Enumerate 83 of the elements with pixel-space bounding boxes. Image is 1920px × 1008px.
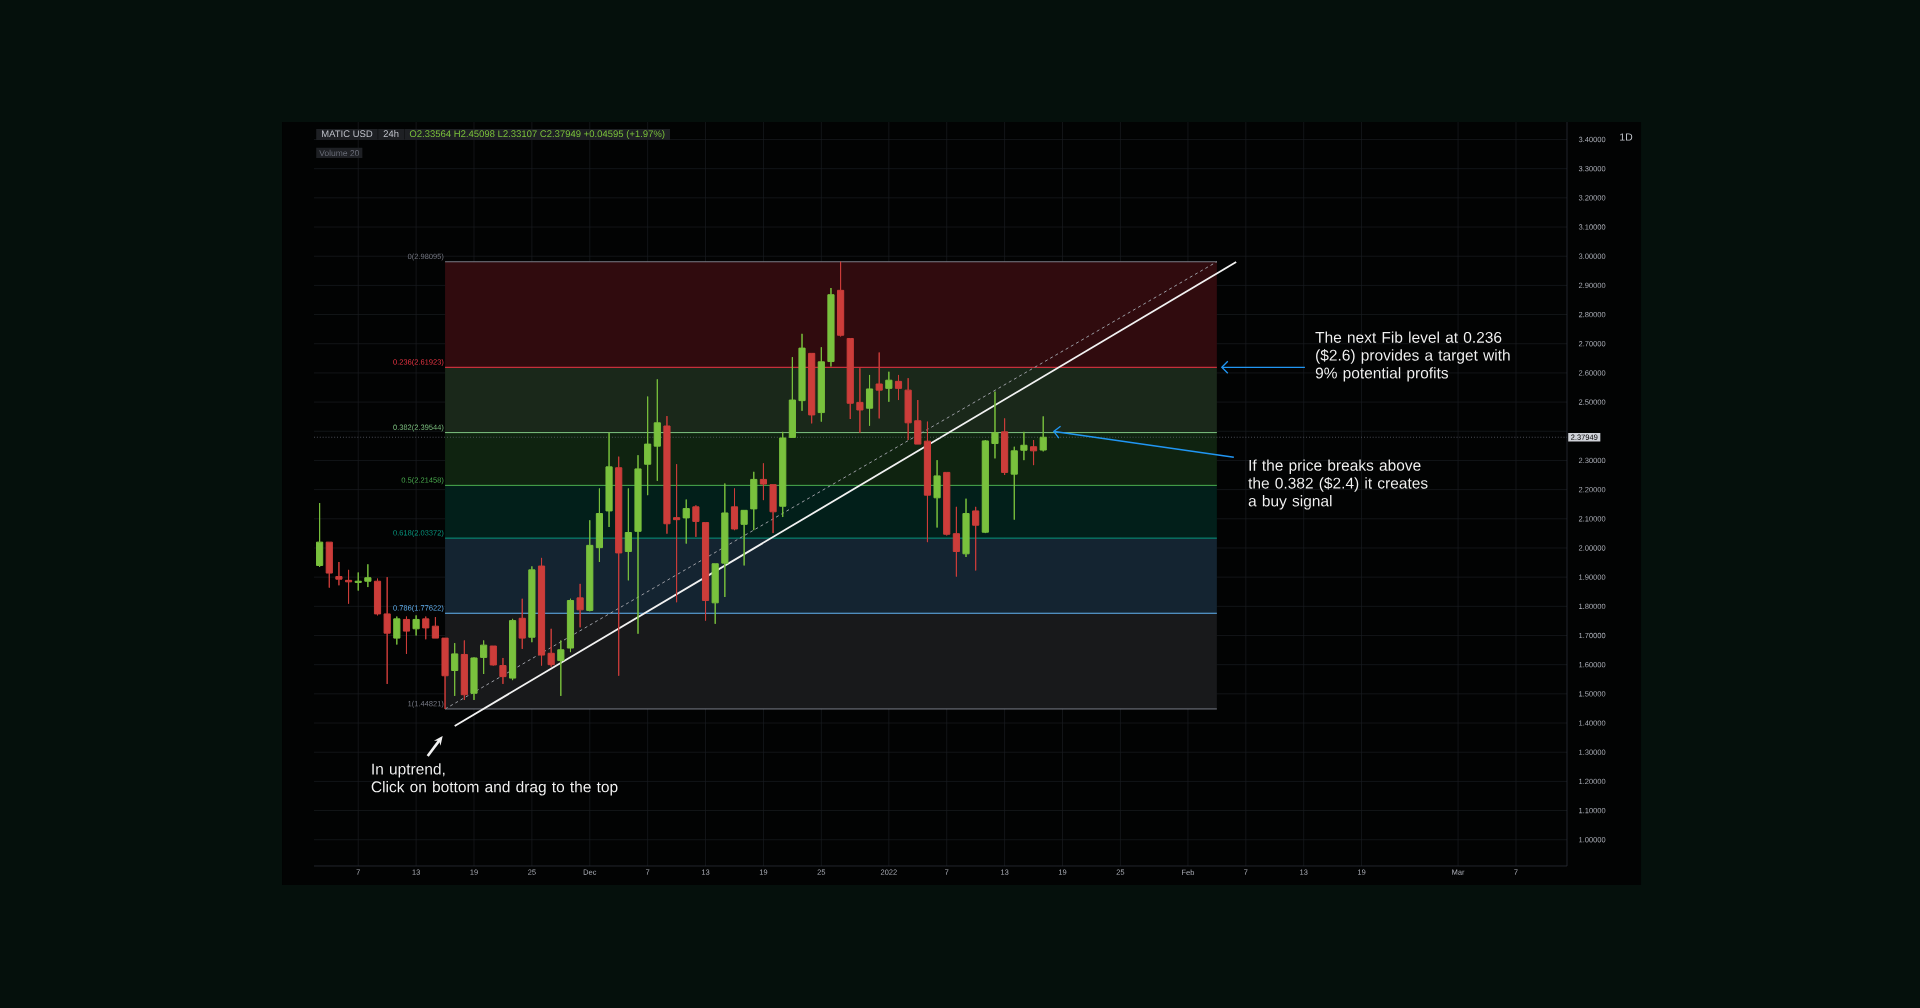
candlestick — [933, 459, 941, 529]
candlestick — [894, 374, 903, 401]
candlestick — [981, 439, 989, 534]
candlestick — [595, 487, 603, 563]
candlestick — [489, 645, 497, 667]
candlestick — [460, 639, 468, 701]
candlestick — [412, 614, 420, 636]
candlestick — [701, 522, 710, 622]
annotation: If the price breaks above the 0.382 ($2.4) it creates a buy signal — [1248, 459, 1428, 510]
candlestick — [923, 421, 932, 543]
candlestick — [759, 462, 768, 501]
annotation: O2.33564 H2.45098 L2.33107 C2.37949 +0.04595 (+1.97%) — [409, 130, 665, 139]
candlestick — [499, 657, 507, 685]
candlestick — [856, 367, 864, 434]
candlestick — [431, 616, 439, 639]
candlestick — [335, 561, 343, 586]
candlestick — [547, 628, 555, 668]
candlestick — [422, 616, 430, 640]
candlestick — [846, 337, 854, 420]
candlestick — [692, 504, 700, 538]
candlestick — [740, 509, 748, 566]
candlestick — [393, 616, 401, 646]
candlestick — [730, 487, 739, 531]
candlestick — [576, 583, 584, 628]
candlestick — [383, 576, 391, 685]
text: MATIC USD — [321, 130, 373, 138]
candlestick — [528, 565, 536, 643]
candlestick — [605, 432, 613, 528]
candlestick — [837, 261, 845, 337]
candlestick — [682, 499, 690, 545]
candlestick — [904, 377, 912, 441]
candlestick — [402, 616, 411, 655]
candlestick — [769, 484, 777, 534]
candlestick — [1039, 415, 1047, 452]
candlestick — [711, 563, 719, 625]
candlestick — [750, 471, 758, 531]
candlestick — [943, 471, 951, 536]
candlestick — [817, 346, 825, 423]
candlestick — [991, 391, 999, 459]
candlestick — [344, 569, 353, 605]
candlestick — [653, 378, 661, 482]
candlestick — [566, 598, 575, 653]
candlestick — [1029, 439, 1038, 466]
candlestick — [673, 463, 681, 603]
candlestick — [885, 371, 893, 403]
candlestick — [316, 502, 324, 568]
candlestick — [798, 333, 806, 412]
candlestick — [509, 618, 517, 681]
candlestick — [962, 498, 970, 558]
candlestick — [480, 639, 488, 675]
candlestick — [373, 578, 382, 616]
text: 24h — [383, 130, 399, 137]
candlestick — [914, 399, 922, 445]
candlestick — [827, 287, 835, 367]
candlestick — [779, 431, 787, 518]
candlestick — [451, 642, 459, 697]
text: 1D — [1620, 133, 1633, 141]
candlestick — [518, 598, 526, 650]
annotation: The next Fib level at 0.236 ($2.6) provides a target with 9% potential profits — [1315, 331, 1510, 382]
candlestick — [557, 639, 565, 697]
candlestick — [325, 541, 333, 589]
candlestick — [1010, 446, 1018, 521]
candlestick — [663, 415, 671, 535]
candlestick — [354, 571, 362, 592]
candlestick — [1001, 417, 1009, 476]
candlestick — [537, 557, 546, 667]
candlestick — [808, 352, 816, 424]
candlestick — [952, 506, 960, 578]
candlestick — [788, 356, 796, 438]
candlestick — [644, 396, 652, 496]
candlestick — [364, 563, 372, 588]
candlestick — [721, 482, 729, 598]
annotation: Volume 20 — [319, 149, 360, 157]
candlestick — [875, 351, 883, 419]
candlestick — [586, 519, 594, 612]
candlestick — [865, 374, 874, 427]
candlestick — [634, 454, 642, 635]
candlestick — [615, 456, 623, 677]
candlestick — [624, 487, 632, 581]
candlestick — [1020, 431, 1028, 461]
candlestick — [972, 506, 980, 571]
candlestick — [470, 656, 478, 701]
annotation: In uptrend, Click on bottom and drag to the top — [371, 763, 618, 796]
